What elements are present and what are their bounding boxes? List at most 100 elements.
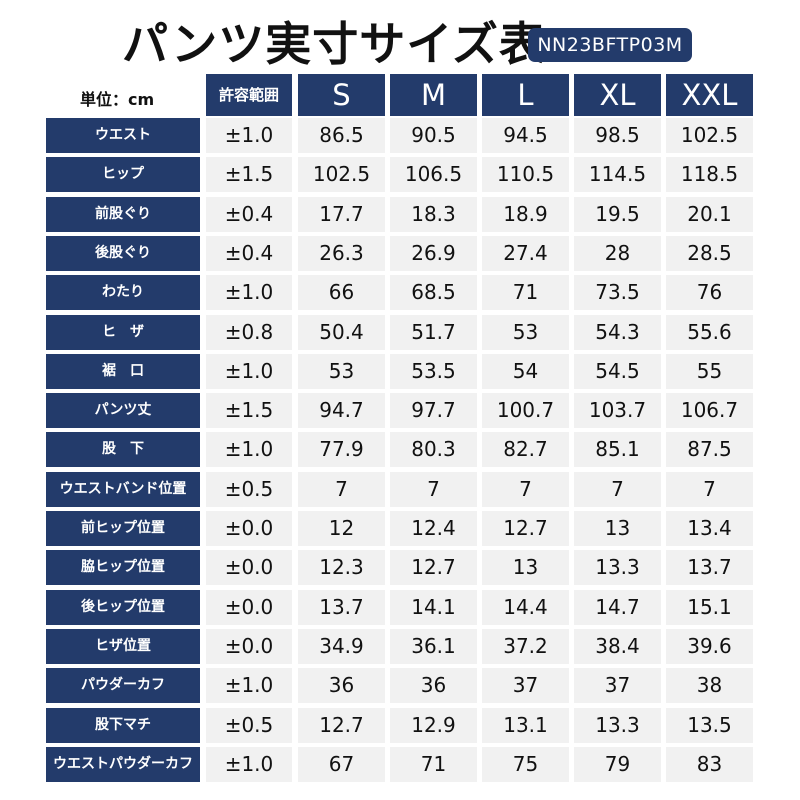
value-cell: 36 — [298, 668, 385, 703]
value-cell: 17.7 — [298, 197, 385, 232]
value-cell: 12.9 — [390, 708, 477, 743]
value-cell: 14.7 — [574, 590, 661, 625]
value-cell: 20.1 — [666, 197, 753, 232]
value-cell: 86.5 — [298, 118, 385, 153]
value-cell: 36.1 — [390, 629, 477, 664]
value-cell: 37.2 — [482, 629, 569, 664]
size-header: L — [482, 74, 569, 116]
row-label: 前股ぐり — [46, 197, 200, 232]
value-cell: 53 — [482, 315, 569, 350]
value-cell: 12.4 — [390, 511, 477, 546]
value-cell: 83 — [666, 747, 753, 782]
value-cell: 13.5 — [666, 708, 753, 743]
tolerance-cell: ±0.0 — [206, 590, 292, 625]
value-cell: 51.7 — [390, 315, 477, 350]
value-cell: 90.5 — [390, 118, 477, 153]
value-cell: 13 — [482, 550, 569, 585]
value-cell: 106.7 — [666, 393, 753, 428]
value-cell: 87.5 — [666, 432, 753, 467]
tolerance-cell: ±0.0 — [206, 629, 292, 664]
value-cell: 26.9 — [390, 236, 477, 271]
row-label: 前ヒップ位置 — [46, 511, 200, 546]
value-cell: 73.5 — [574, 275, 661, 310]
row-label: 脇ヒップ位置 — [46, 550, 200, 585]
tolerance-cell: ±1.5 — [206, 157, 292, 192]
tolerance-cell: ±0.8 — [206, 315, 292, 350]
value-cell: 12.7 — [482, 511, 569, 546]
value-cell: 75 — [482, 747, 569, 782]
value-cell: 53.5 — [390, 354, 477, 389]
row-label: ウエスト — [46, 118, 200, 153]
row-label: ヒップ — [46, 157, 200, 192]
value-cell: 114.5 — [574, 157, 661, 192]
value-cell: 7 — [666, 472, 753, 507]
tolerance-cell: ±1.5 — [206, 393, 292, 428]
tolerance-cell: ±0.5 — [206, 708, 292, 743]
tolerance-cell: ±1.0 — [206, 668, 292, 703]
value-cell: 100.7 — [482, 393, 569, 428]
value-cell: 37 — [482, 668, 569, 703]
value-cell: 97.7 — [390, 393, 477, 428]
value-cell: 94.7 — [298, 393, 385, 428]
value-cell: 38.4 — [574, 629, 661, 664]
value-cell: 67 — [298, 747, 385, 782]
row-label: ヒ ザ — [46, 315, 200, 350]
value-cell: 12.7 — [298, 708, 385, 743]
value-cell: 12.7 — [390, 550, 477, 585]
product-code-badge: NN23BFTP03M — [528, 28, 692, 62]
value-cell: 50.4 — [298, 315, 385, 350]
value-cell: 53 — [298, 354, 385, 389]
value-cell: 7 — [482, 472, 569, 507]
value-cell: 77.9 — [298, 432, 385, 467]
unit-label: 単位：cm — [80, 90, 155, 109]
value-cell: 13.3 — [574, 708, 661, 743]
value-cell: 66 — [298, 275, 385, 310]
value-cell: 12.3 — [298, 550, 385, 585]
tolerance-cell: ±0.5 — [206, 472, 292, 507]
value-cell: 36 — [390, 668, 477, 703]
value-cell: 14.1 — [390, 590, 477, 625]
value-cell: 71 — [390, 747, 477, 782]
value-cell: 94.5 — [482, 118, 569, 153]
value-cell: 19.5 — [574, 197, 661, 232]
value-cell: 13.3 — [574, 550, 661, 585]
value-cell: 34.9 — [298, 629, 385, 664]
tolerance-cell: ±1.0 — [206, 747, 292, 782]
size-header: XXL — [666, 74, 753, 116]
value-cell: 102.5 — [298, 157, 385, 192]
value-cell: 110.5 — [482, 157, 569, 192]
tolerance-cell: ±0.0 — [206, 511, 292, 546]
value-cell: 12 — [298, 511, 385, 546]
row-label: パウダーカフ — [46, 668, 200, 703]
value-cell: 18.9 — [482, 197, 569, 232]
value-cell: 79 — [574, 747, 661, 782]
size-header: S — [298, 74, 385, 116]
row-label: パンツ丈 — [46, 393, 200, 428]
row-label: 股下マチ — [46, 708, 200, 743]
value-cell: 28 — [574, 236, 661, 271]
value-cell: 103.7 — [574, 393, 661, 428]
value-cell: 71 — [482, 275, 569, 310]
tolerance-cell: ±1.0 — [206, 275, 292, 310]
value-cell: 106.5 — [390, 157, 477, 192]
value-cell: 54.5 — [574, 354, 661, 389]
value-cell: 13.4 — [666, 511, 753, 546]
value-cell: 15.1 — [666, 590, 753, 625]
row-label: 後ヒップ位置 — [46, 590, 200, 625]
value-cell: 7 — [390, 472, 477, 507]
value-cell: 54.3 — [574, 315, 661, 350]
value-cell: 80.3 — [390, 432, 477, 467]
row-label: 後股ぐり — [46, 236, 200, 271]
value-cell: 39.6 — [666, 629, 753, 664]
row-label: わたり — [46, 275, 200, 310]
page-title: パンツ実寸サイズ表 — [122, 17, 546, 71]
value-cell: 13.7 — [298, 590, 385, 625]
value-cell: 85.1 — [574, 432, 661, 467]
value-cell: 98.5 — [574, 118, 661, 153]
value-cell: 102.5 — [666, 118, 753, 153]
value-cell: 68.5 — [390, 275, 477, 310]
value-cell: 76 — [666, 275, 753, 310]
value-cell: 13.1 — [482, 708, 569, 743]
value-cell: 28.5 — [666, 236, 753, 271]
size-header: XL — [574, 74, 661, 116]
